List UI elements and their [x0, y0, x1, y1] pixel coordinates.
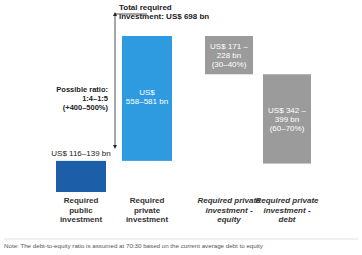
text-line: US$ 171 – — [210, 42, 248, 51]
text-line: US$ 342 – — [268, 106, 306, 115]
text-line: (30–40%) — [212, 60, 247, 69]
text-line: Total required — [119, 3, 172, 12]
text-line: Possible ratio: — [56, 85, 108, 94]
total-annotation: Total requiredinvestment: US$ 698 bn — [119, 3, 209, 21]
text-line: investment - — [263, 206, 310, 215]
text-line: Required private — [255, 196, 319, 205]
text-line: public — [69, 206, 93, 215]
data-label: US$ 342 –399 bn(60–70%) — [268, 106, 306, 133]
text-line: equity — [217, 215, 241, 224]
text-line: investment: US$ 698 bn — [119, 12, 209, 21]
bar — [205, 36, 253, 74]
category-label: Required privateinvestment -debt — [255, 196, 319, 224]
bar — [263, 74, 311, 163]
text-line: US$ — [139, 88, 155, 97]
text-line: Required — [130, 196, 165, 205]
bar — [56, 161, 106, 192]
ratio-annotation: Possible ratio:1:4–1:5(+400–500%) — [56, 85, 108, 112]
category-label: Requiredpublicinvestment — [60, 196, 103, 224]
text-line: 1:4–1:5 — [82, 94, 108, 103]
text-line: private — [134, 206, 161, 215]
text-line: (+400–500%) — [63, 103, 109, 112]
data-label: US$558–581 bn — [126, 88, 168, 106]
note-rule — [4, 239, 358, 240]
text-line: Required — [64, 196, 99, 205]
bars — [56, 36, 311, 192]
bar — [122, 36, 172, 161]
text-line: 558–581 bn — [126, 97, 168, 106]
ratio-arrow — [115, 14, 116, 147]
text-line: debt — [279, 215, 296, 224]
text-line: 399 bn — [275, 115, 299, 124]
text-line: Note: The debt-to-equity ratio is assume… — [4, 242, 264, 249]
data-label: US$ 116–139 bn — [51, 149, 110, 158]
category-label: Required privateinvestment -equity — [197, 196, 261, 224]
text-line: investment — [60, 215, 103, 224]
text-line: investment — [126, 215, 169, 224]
note: Note: The debt-to-equity ratio is assume… — [4, 242, 264, 249]
data-label: US$ 171 –228 bn(30–40%) — [210, 42, 248, 69]
chart: US$ 116–139 bn US$558–581 bn US$ 171 –228 … — [0, 0, 362, 255]
text-line: 228 bn — [217, 51, 241, 60]
text-line: US$ 116–139 bn — [51, 149, 110, 158]
text-line: (60–70%) — [270, 124, 305, 133]
category-label: Requiredprivateinvestment — [126, 196, 169, 224]
text-line: investment - — [205, 206, 252, 215]
text-line: Required private — [197, 196, 261, 205]
